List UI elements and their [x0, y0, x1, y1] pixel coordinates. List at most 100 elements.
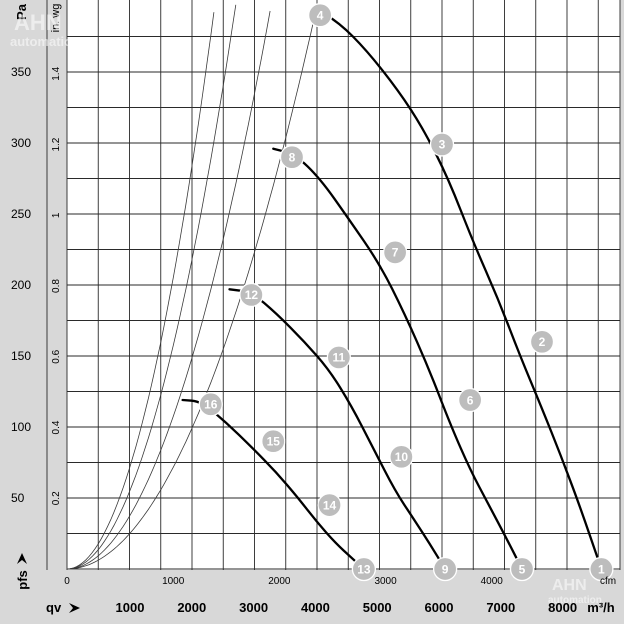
operating-point-12: 12 — [239, 282, 264, 308]
x-secondary-tick-label: 0 — [64, 576, 70, 587]
system-curve-2 — [66, 10, 271, 570]
operating-point-label: 12 — [245, 288, 259, 302]
x-axis-arrow-icon — [69, 603, 80, 613]
operating-point-circle — [429, 132, 455, 157]
y-secondary-tick-label: 0.6 — [51, 349, 62, 363]
y-axis-unit-pa: Pa — [14, 3, 29, 20]
operating-point-circle — [198, 392, 223, 417]
operating-point-label: 7 — [392, 246, 399, 260]
y-secondary-tick-label: 1.2 — [51, 137, 62, 151]
fan-curves — [181, 6, 603, 571]
fan-curve-2 — [272, 147, 524, 571]
x-secondary-tick-label: 4000 — [481, 576, 504, 587]
operating-point-label: 5 — [519, 562, 526, 576]
x-axis-unit-cfm: cfm — [600, 576, 616, 587]
y-tick-label: 200 — [11, 278, 31, 292]
fan-curve-1 — [312, 6, 603, 571]
x-axis-unit-m3h: m³/h — [587, 600, 615, 615]
y-axis-label-pfs: pfs — [15, 570, 30, 590]
y-secondary-tick-label: 0.2 — [51, 491, 62, 505]
operating-point-circle — [239, 282, 264, 308]
fan-curve-4 — [181, 398, 366, 571]
operating-point-4: 4 — [307, 3, 333, 28]
y-tick-label: 250 — [11, 207, 31, 221]
operating-point-label: 15 — [267, 435, 281, 449]
operating-point-label: 13 — [357, 562, 371, 576]
x-secondary-tick-label: 3000 — [374, 576, 397, 587]
system-curves — [66, 4, 318, 570]
operating-point-circle — [589, 556, 614, 582]
watermark-logo: automation — [548, 595, 602, 606]
operating-point-7: 7 — [382, 240, 408, 265]
operating-point-10: 10 — [389, 444, 414, 469]
operating-point-circle — [509, 556, 535, 582]
operating-point-circle — [261, 429, 286, 454]
operating-point-circle — [351, 556, 377, 582]
x-tick-label: 3000 — [239, 600, 268, 615]
operating-point-circle — [432, 556, 458, 582]
operating-point-label: 14 — [323, 498, 337, 512]
operating-point-label: 3 — [439, 138, 446, 152]
fan-curve-3 — [228, 288, 447, 571]
operating-point-circle — [457, 387, 483, 413]
operating-point-label: 8 — [289, 151, 296, 165]
x-axis-label-qv: qv — [46, 600, 62, 615]
x-tick-label: 4000 — [301, 600, 330, 615]
y-tick-label: 100 — [11, 420, 31, 434]
watermark-logo: automation — [10, 34, 80, 49]
operating-point-label: 6 — [467, 393, 474, 407]
x-tick-label: 7000 — [486, 600, 515, 615]
operating-point-circle — [317, 492, 342, 518]
operating-point-circle — [307, 3, 333, 28]
y-tick-label: 50 — [11, 491, 25, 505]
y-axis-unit-inwg: in. wg — [50, 4, 62, 33]
x-secondary-tick-label: 2000 — [268, 576, 291, 587]
operating-point-label: 10 — [395, 450, 409, 464]
x-tick-label: 1000 — [116, 600, 145, 615]
operating-point-label: 2 — [539, 335, 546, 349]
operating-point-circle — [529, 329, 555, 354]
operating-point-16: 16 — [198, 392, 223, 417]
y-secondary-tick-label: 0.8 — [51, 279, 62, 293]
x-secondary-tick-label: 1000 — [162, 576, 185, 587]
operating-point-5: 5 — [509, 556, 535, 582]
x-tick-label: 6000 — [425, 600, 454, 615]
operating-point-2: 2 — [529, 329, 555, 354]
operating-point-circle — [389, 444, 414, 469]
y-secondary-tick-label: 0.4 — [51, 420, 62, 434]
operating-point-circle — [279, 145, 305, 170]
operating-point-label: 11 — [333, 351, 346, 365]
system-curve-3 — [66, 4, 237, 570]
x-tick-label: 8000 — [548, 600, 577, 615]
y-tick-label: 300 — [11, 136, 31, 150]
watermark-logo: AHN — [552, 577, 587, 594]
operating-point-9: 9 — [432, 556, 458, 582]
operating-point-circle — [326, 345, 352, 370]
operating-point-14: 14 — [317, 492, 342, 518]
x-tick-label: 2000 — [177, 600, 206, 615]
y-tick-label: 150 — [11, 349, 31, 363]
operating-point-3: 3 — [429, 132, 455, 157]
operating-point-13: 13 — [351, 556, 377, 582]
operating-point-8: 8 — [279, 145, 305, 170]
operating-point-15: 15 — [261, 429, 286, 454]
operating-point-label: 1 — [598, 562, 605, 576]
watermark-logo: AHN — [14, 10, 62, 35]
system-curve-4 — [66, 12, 215, 570]
y-secondary-tick-label: 1.4 — [51, 66, 62, 80]
y-tick-label: 350 — [11, 65, 31, 79]
operating-point-label: 4 — [317, 9, 324, 23]
operating-point-circle — [382, 240, 408, 265]
operating-point-11: 11 — [326, 345, 352, 370]
operating-point-label: 9 — [442, 562, 449, 576]
y-secondary-tick-label: 1 — [51, 212, 62, 218]
system-curve-1 — [66, 5, 318, 570]
operating-point-1: 1 — [589, 556, 614, 582]
operating-point-label: 16 — [204, 398, 218, 412]
x-tick-label: 5000 — [363, 600, 392, 615]
operating-point-6: 6 — [457, 387, 483, 413]
y-axis-arrow-icon — [17, 553, 27, 564]
